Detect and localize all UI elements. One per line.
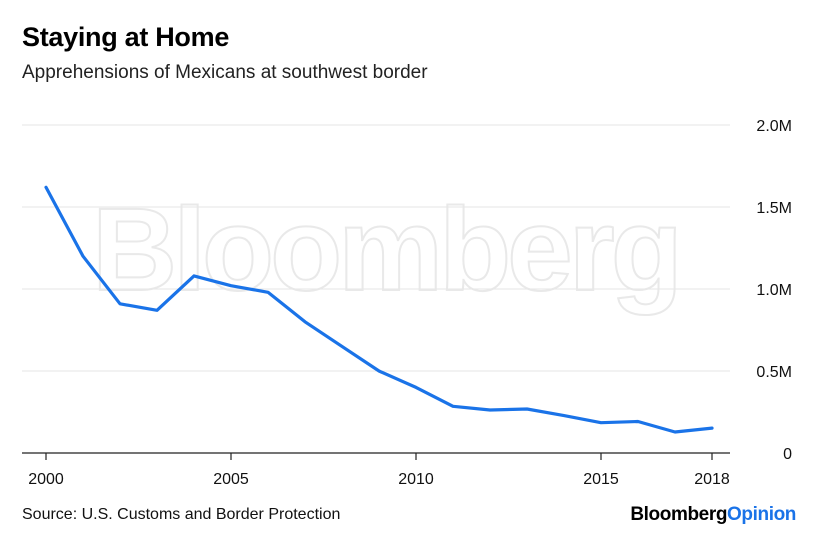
y-tick-label: 0.5M — [756, 364, 792, 381]
bloomberg-opinion-logo: BloombergOpinion — [630, 504, 796, 526]
chart-title: Staying at Home — [22, 22, 230, 52]
y-tick-label: 1.5M — [756, 200, 792, 217]
series-lines — [44, 185, 714, 434]
x-tick-label: 2000 — [28, 471, 64, 488]
x-tick-label: 2015 — [583, 471, 619, 488]
source-note: Source: U.S. Customs and Border Protecti… — [22, 506, 341, 523]
x-tick-label: 2005 — [213, 471, 249, 488]
brand-main: Bloomberg — [630, 504, 728, 525]
chart-subtitle: Apprehensions of Mexicans at southwest b… — [22, 62, 428, 83]
y-tick-label: 0 — [783, 446, 792, 463]
y-tick-label: 1.0M — [756, 282, 792, 299]
bloomberg-watermark-logo: Bloomberg — [92, 184, 679, 316]
y-axis-ticks: 0 0.5M 1.0M 1.5M 2.0M — [756, 118, 792, 463]
series-line — [44, 185, 714, 434]
brand-accent: Opinion — [727, 504, 796, 525]
x-tick-label: 2010 — [398, 471, 434, 488]
gridlines — [22, 124, 730, 454]
x-axis-ticks: 2000 2005 2010 2015 2018 — [28, 453, 730, 488]
x-tick-label: 2018 — [694, 471, 730, 488]
y-tick-label: 2.0M — [756, 118, 792, 135]
